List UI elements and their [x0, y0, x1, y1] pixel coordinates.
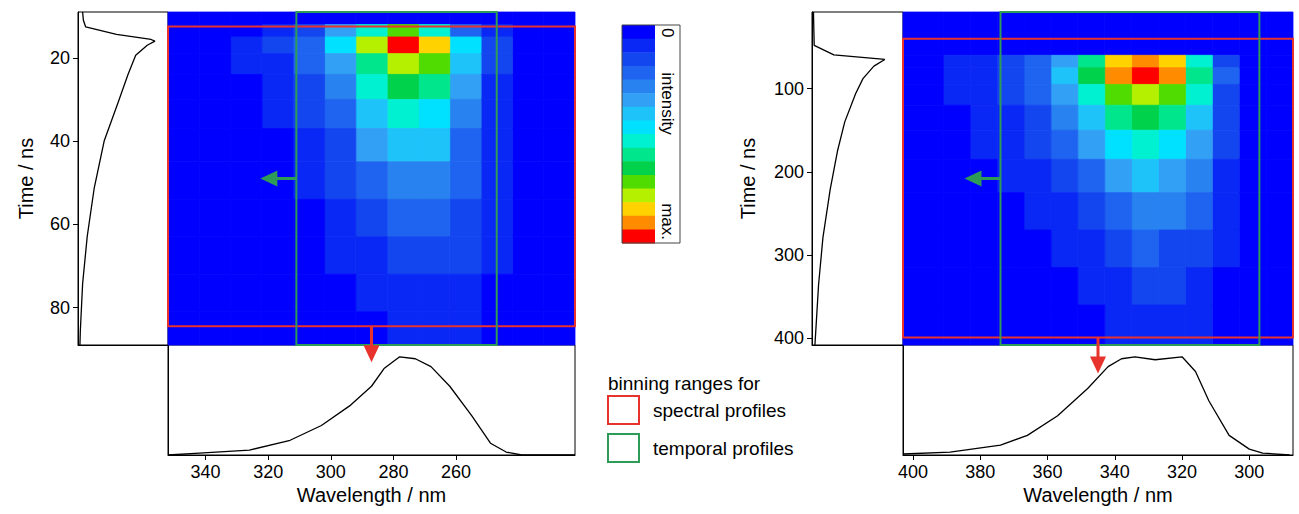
svg-text:340: 340 [1100, 462, 1130, 482]
svg-text:Wavelength / nm: Wavelength / nm [1023, 484, 1172, 506]
svg-text:100: 100 [774, 79, 804, 99]
svg-text:400: 400 [774, 328, 804, 348]
svg-text:300: 300 [774, 245, 804, 265]
svg-text:0: 0 [658, 28, 677, 37]
svg-text:200: 200 [774, 162, 804, 182]
svg-text:binning ranges for: binning ranges for [608, 373, 761, 394]
svg-text:max.: max. [658, 203, 677, 240]
svg-text:temporal profiles: temporal profiles [653, 438, 793, 459]
svg-text:intensity: intensity [658, 72, 677, 135]
svg-text:280: 280 [378, 462, 408, 482]
svg-text:340: 340 [191, 462, 221, 482]
svg-text:40: 40 [50, 131, 70, 151]
svg-text:Time / ns: Time / ns [15, 138, 37, 220]
svg-text:300: 300 [1234, 462, 1264, 482]
svg-text:400: 400 [898, 462, 928, 482]
svg-text:60: 60 [50, 214, 70, 234]
svg-text:260: 260 [441, 462, 471, 482]
svg-text:Time / ns: Time / ns [737, 138, 759, 220]
svg-text:320: 320 [253, 462, 283, 482]
svg-text:Wavelength / nm: Wavelength / nm [297, 484, 446, 506]
svg-text:spectral profiles: spectral profiles [653, 400, 786, 421]
svg-text:20: 20 [50, 48, 70, 68]
svg-text:380: 380 [965, 462, 995, 482]
svg-text:360: 360 [1033, 462, 1063, 482]
svg-text:300: 300 [316, 462, 346, 482]
svg-text:80: 80 [50, 298, 70, 318]
svg-text:320: 320 [1167, 462, 1197, 482]
